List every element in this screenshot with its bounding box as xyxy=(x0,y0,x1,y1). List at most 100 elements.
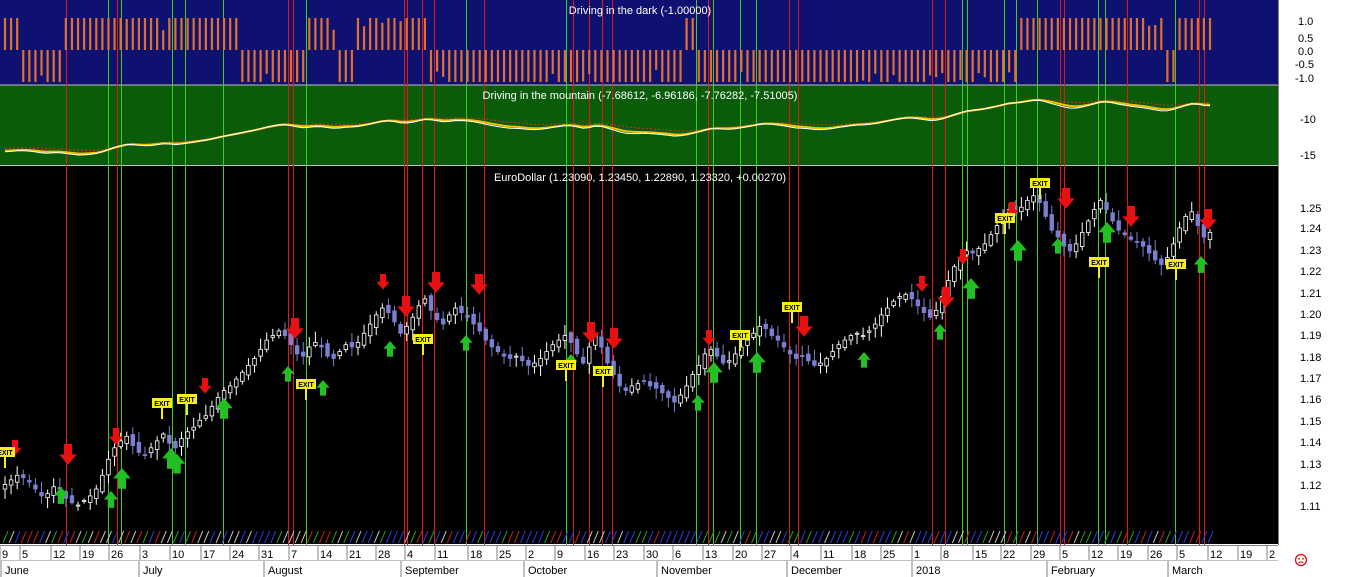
candle-body xyxy=(623,387,628,391)
signal-strip-mark xyxy=(1134,530,1141,544)
signal-strip-mark xyxy=(538,530,545,544)
signal-strip-mark xyxy=(818,530,824,544)
dark-indicator-bar xyxy=(1062,18,1066,50)
dark-indicator-bar xyxy=(862,50,865,81)
signal-strip-mark xyxy=(1122,530,1129,544)
x-day-label: 12 xyxy=(1210,549,1222,561)
candle-body xyxy=(221,390,227,400)
dark-indicator-bar xyxy=(247,50,250,82)
signal-strip-mark xyxy=(897,530,904,544)
candle-body xyxy=(933,309,939,316)
eurodollar-candles xyxy=(2,185,1213,511)
candle-body xyxy=(203,415,209,419)
candle-body xyxy=(1207,232,1213,240)
candle-body xyxy=(1049,214,1054,231)
signal-strip-mark xyxy=(465,530,471,544)
x-day-label: 25 xyxy=(883,549,895,561)
exit-marker xyxy=(593,366,613,376)
signal-strip-mark xyxy=(866,530,873,544)
dark-indicator-bar xyxy=(551,50,554,74)
candle-body xyxy=(587,346,592,364)
candle-body xyxy=(696,364,701,375)
x-day-label: 5 xyxy=(22,549,28,561)
dark-indicator-bar xyxy=(387,18,390,50)
signal-strip-mark xyxy=(410,530,417,544)
short-entry-arrow xyxy=(470,274,488,295)
signal-strip-mark xyxy=(75,530,82,544)
signal-strip-mark xyxy=(2,530,9,544)
candle-body xyxy=(325,343,330,357)
candle-body xyxy=(775,335,781,341)
dark-indicator-bar xyxy=(904,50,907,82)
dark-indicator-bar xyxy=(40,50,43,76)
signal-strip-mark xyxy=(945,530,952,544)
signal-strip-mark xyxy=(1049,530,1056,544)
signal-strip-mark xyxy=(172,530,179,544)
exit-marker xyxy=(152,398,172,408)
long-entry-arrow xyxy=(215,398,233,419)
candle-body xyxy=(629,385,635,393)
candle-body xyxy=(1153,250,1158,261)
signal-strip-mark xyxy=(69,530,76,544)
exit-marker-label: EXIT xyxy=(154,401,170,408)
mountain-panel-title: Driving in the mountain (-7.68612, -6.96… xyxy=(483,90,798,102)
x-month-label: September xyxy=(405,565,459,577)
dark-indicator-bar xyxy=(569,50,573,82)
dark-indicator-bar xyxy=(466,50,469,82)
signal-strip-mark xyxy=(958,530,964,544)
dark-indicator-bar xyxy=(381,22,384,50)
dark-indicator-bar xyxy=(563,50,566,82)
candle-body xyxy=(952,266,957,282)
dark-indicator-bar xyxy=(795,50,798,82)
x-day-label: 4 xyxy=(407,549,413,561)
candle-body xyxy=(161,433,166,439)
dark-indicator-bar xyxy=(509,50,512,82)
long-entry-arrow xyxy=(103,491,119,508)
candle-body xyxy=(842,339,848,349)
candle-body xyxy=(270,335,275,338)
candle-body xyxy=(976,248,981,257)
signal-strip-mark xyxy=(544,530,551,544)
candle-body xyxy=(501,353,507,357)
candle-body xyxy=(824,358,829,367)
candle-body xyxy=(313,342,318,346)
short-entry-arrow xyxy=(198,378,212,394)
signal-strip-mark xyxy=(678,530,684,544)
signal-strip-mark xyxy=(592,530,599,544)
y-tick-label: 1.14 xyxy=(1300,437,1321,449)
trade-markers: EXIT EXIT EXIT EXIT EXIT EXIT EXIT EXIT EXIT EXIT… xyxy=(0,178,1217,508)
exit-marker xyxy=(1089,257,1109,267)
candle-body xyxy=(763,323,768,330)
signal-strip-mark xyxy=(964,530,971,544)
dark-indicator-bar xyxy=(119,18,122,50)
signal-strip-mark xyxy=(811,530,818,544)
signal-strip-mark xyxy=(179,530,185,544)
dark-indicator-bar xyxy=(137,18,140,50)
dark-indicator-bar xyxy=(770,50,773,82)
candle-body xyxy=(1055,230,1061,238)
dark-indicator-bar xyxy=(58,50,61,82)
dark-indicator-bar xyxy=(922,50,926,82)
signal-strip-mark xyxy=(525,530,532,544)
y-tick-label: 0.0 xyxy=(1298,46,1313,58)
exit-marker xyxy=(177,394,197,404)
candle-body xyxy=(246,364,251,376)
candle-body xyxy=(465,314,470,318)
dark-indicator-bar xyxy=(1178,18,1181,50)
signal-strip-mark xyxy=(264,530,271,544)
warning-face-icon[interactable] xyxy=(1294,553,1308,567)
candle-body xyxy=(459,305,464,314)
dark-indicator-bar xyxy=(886,50,889,82)
x-day-label: 2 xyxy=(1269,549,1275,561)
dark-indicator-bar xyxy=(843,50,846,82)
signal-strip-mark xyxy=(477,530,484,544)
dark-indicator-bar xyxy=(174,18,177,50)
candle-body xyxy=(343,344,349,350)
signal-strip-mark xyxy=(233,530,240,544)
dark-indicator-bar xyxy=(612,50,615,82)
dark-indicator-bar xyxy=(448,50,451,82)
candle-body xyxy=(751,332,756,338)
signal-strip-mark xyxy=(185,530,192,544)
dark-indicator-bar xyxy=(855,50,859,82)
